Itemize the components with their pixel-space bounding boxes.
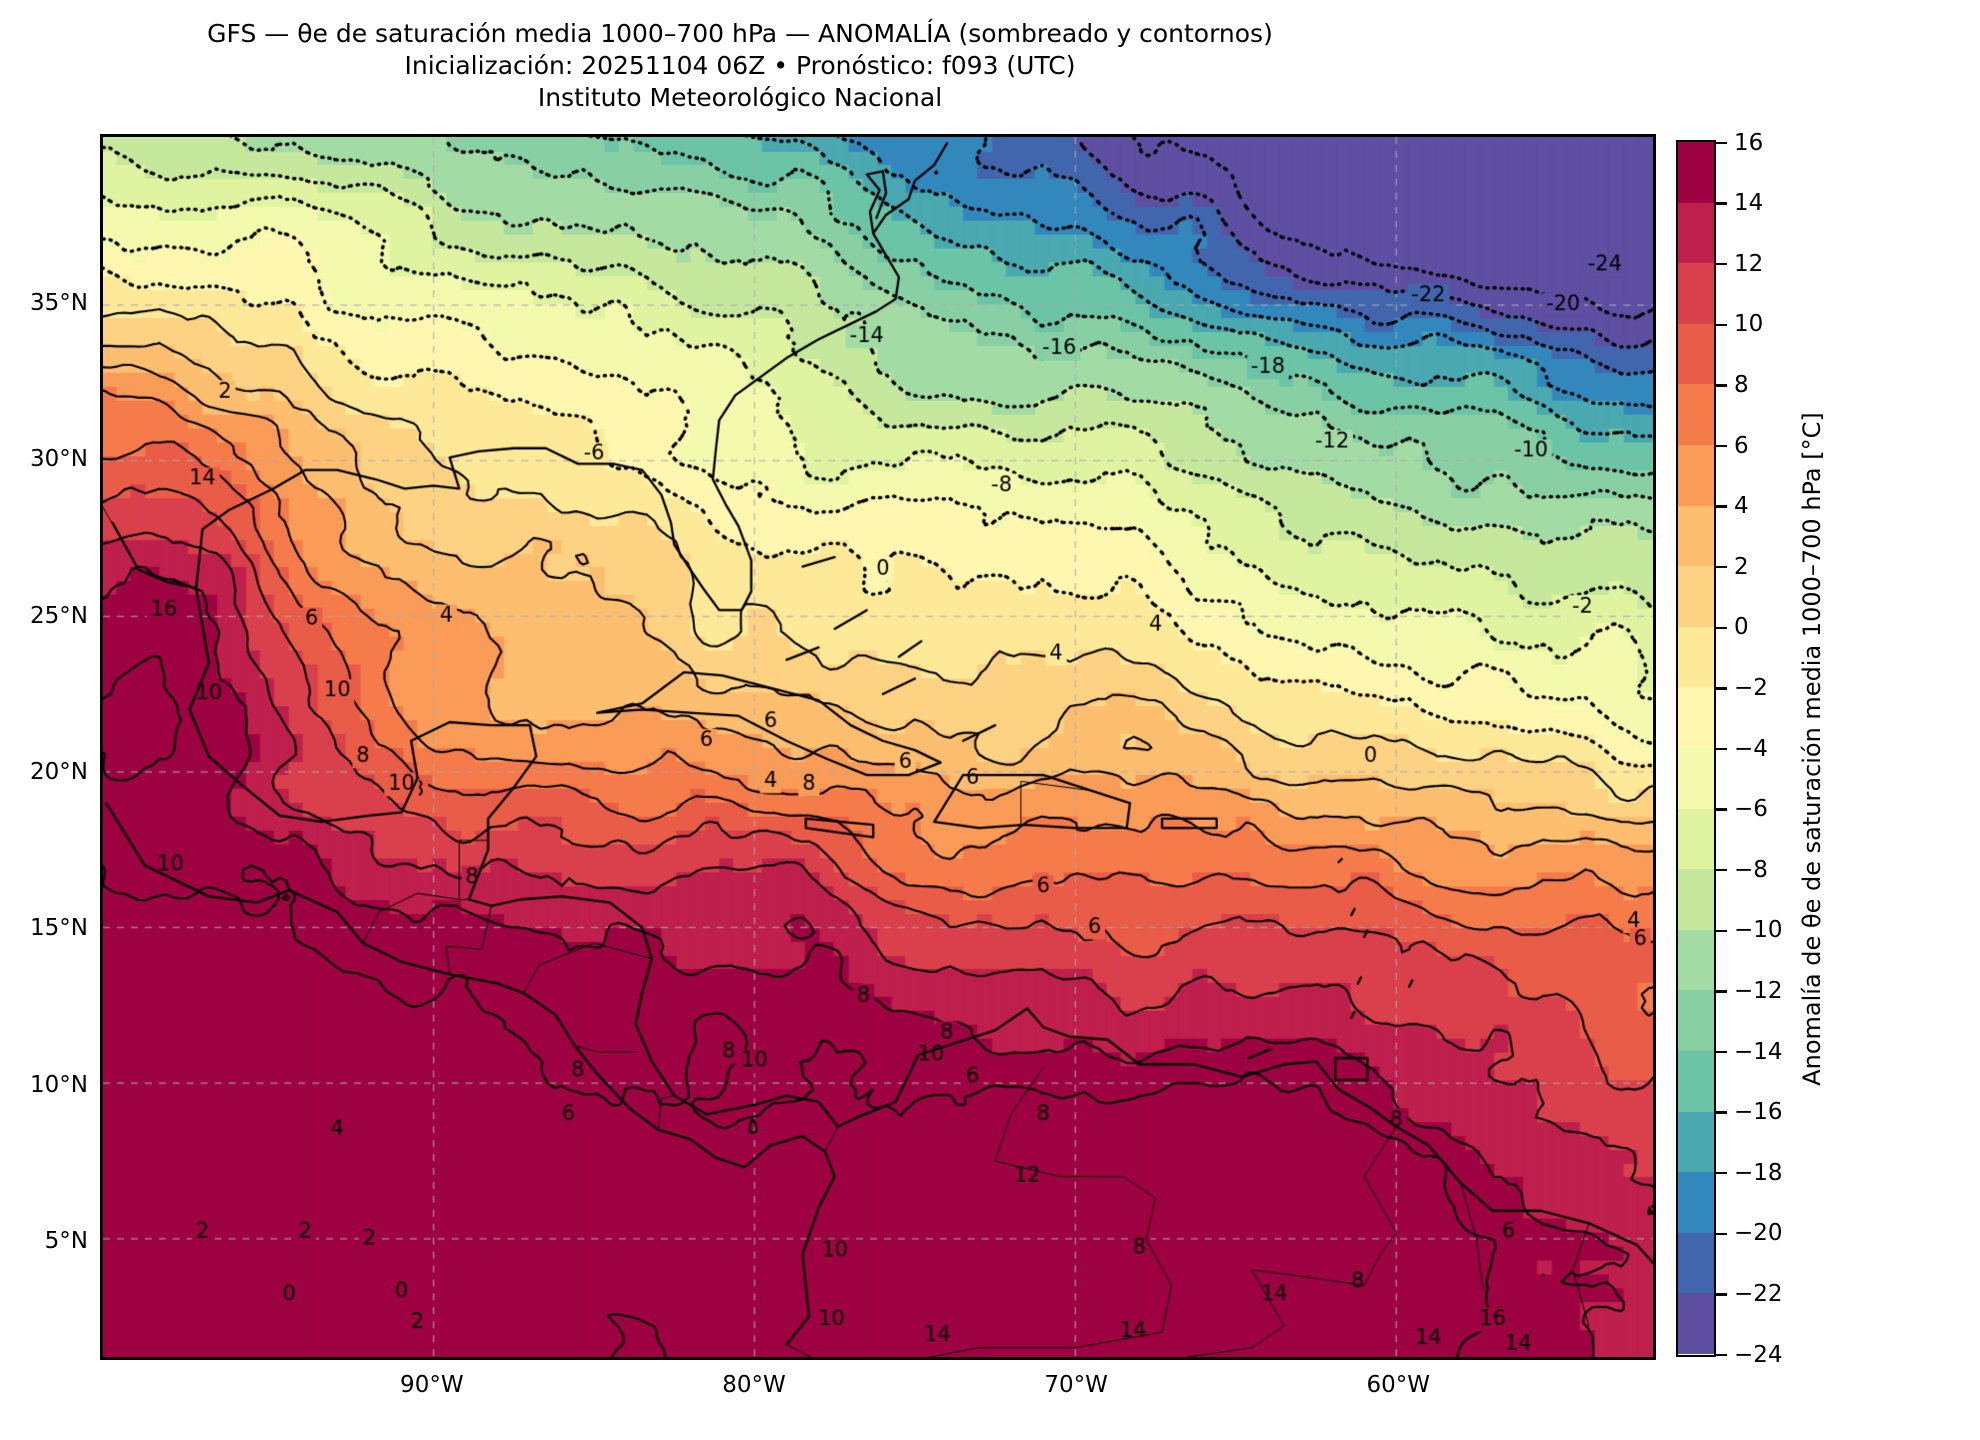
colorbar-tick: −18 bbox=[1716, 1160, 1783, 1186]
colorbar-tick: 2 bbox=[1716, 554, 1749, 580]
colorbar-swatch bbox=[1678, 1293, 1714, 1354]
colorbar-tick: −6 bbox=[1716, 796, 1768, 822]
colorbar-swatch bbox=[1678, 202, 1714, 264]
colorbar-swatch bbox=[1678, 505, 1714, 567]
y-tick-label-15N: 15°N bbox=[30, 915, 88, 942]
colorbar-tick: −14 bbox=[1716, 1039, 1783, 1065]
colorbar-tick: 4 bbox=[1716, 493, 1749, 519]
y-tick-label-25N: 25°N bbox=[30, 602, 88, 629]
colorbar-swatch bbox=[1678, 1232, 1714, 1294]
colorbar-swatch bbox=[1678, 1050, 1714, 1112]
map-plot-area bbox=[100, 134, 1656, 1360]
colorbar-tick: 6 bbox=[1716, 433, 1749, 459]
y-tick-label-5N: 5°N bbox=[44, 1228, 88, 1255]
colorbar-tick: −12 bbox=[1716, 978, 1783, 1004]
x-tick-label-70W: 70°W bbox=[1044, 1372, 1108, 1398]
colorbar-tick: −24 bbox=[1716, 1342, 1783, 1368]
colorbar-tick: −20 bbox=[1716, 1220, 1783, 1246]
figure-title-line-1: GFS — θe de saturación media 1000–700 hP… bbox=[207, 19, 1273, 48]
colorbar-swatch bbox=[1678, 323, 1714, 385]
anomaly-field-canvas bbox=[103, 137, 1653, 1357]
colorbar-swatch bbox=[1678, 263, 1714, 324]
colorbar-tick-labels: 16 14 12 10 8 6 4 2 0 −2 −4 −6 −8 −10 −12 −14 −16 −18 −20 −… bbox=[1716, 130, 1836, 1368]
y-tick-label-30N: 30°N bbox=[30, 446, 88, 473]
colorbar-swatch bbox=[1678, 626, 1714, 688]
colorbar-swatch bbox=[1678, 990, 1714, 1051]
colorbar-tick: 12 bbox=[1716, 251, 1763, 277]
title-block: GFS — θe de saturación media 1000–700 hP… bbox=[0, 18, 1480, 114]
x-tick-label-60W: 60°W bbox=[1366, 1372, 1431, 1398]
x-tick-label-90W: 90°W bbox=[400, 1372, 464, 1398]
y-tick-label-35N: 35°N bbox=[30, 289, 88, 316]
colorbar-swatch bbox=[1678, 869, 1714, 930]
colorbar-swatch bbox=[1678, 747, 1714, 809]
y-tick-label-20N: 20°N bbox=[30, 759, 88, 786]
colorbar-tick: 16 bbox=[1716, 130, 1763, 156]
colorbar-axis-label: Anomalía de θe de saturación media 1000–… bbox=[1782, 140, 1842, 1357]
colorbar-tick: −4 bbox=[1716, 736, 1768, 762]
x-tick-label-80W: 80°W bbox=[722, 1372, 786, 1398]
colorbar-swatch bbox=[1678, 142, 1714, 203]
colorbar-swatch bbox=[1678, 1172, 1714, 1233]
colorbar-swatch bbox=[1678, 1111, 1714, 1173]
colorbar-tick: −10 bbox=[1716, 917, 1783, 943]
colorbar-tick: −2 bbox=[1716, 675, 1768, 701]
colorbar-swatch bbox=[1678, 444, 1714, 506]
y-tick-label-10N: 10°N bbox=[30, 1071, 88, 1098]
colorbar-tick: −16 bbox=[1716, 1099, 1783, 1125]
colorbar-tick: −8 bbox=[1716, 857, 1768, 883]
colorbar-tick: 0 bbox=[1716, 614, 1749, 640]
figure-title-line-3: Instituto Meteorológico Nacional bbox=[537, 83, 943, 112]
colorbar-swatch bbox=[1678, 566, 1714, 627]
colorbar-tick: 8 bbox=[1716, 372, 1749, 398]
colorbar-swatch bbox=[1678, 687, 1714, 748]
colorbar-swatch bbox=[1678, 929, 1714, 991]
colorbar-swatch bbox=[1678, 808, 1714, 870]
colorbar-tick: 14 bbox=[1716, 190, 1763, 216]
colorbar-swatch bbox=[1678, 384, 1714, 445]
colorbar-tick: −22 bbox=[1716, 1281, 1783, 1307]
colorbar bbox=[1676, 140, 1716, 1357]
figure-title-line-2: Inicialización: 20251104 06Z • Pronóstic… bbox=[404, 51, 1076, 80]
colorbar-label-text: Anomalía de θe de saturación media 1000–… bbox=[1798, 411, 1826, 1086]
colorbar-tick: 10 bbox=[1716, 311, 1763, 337]
